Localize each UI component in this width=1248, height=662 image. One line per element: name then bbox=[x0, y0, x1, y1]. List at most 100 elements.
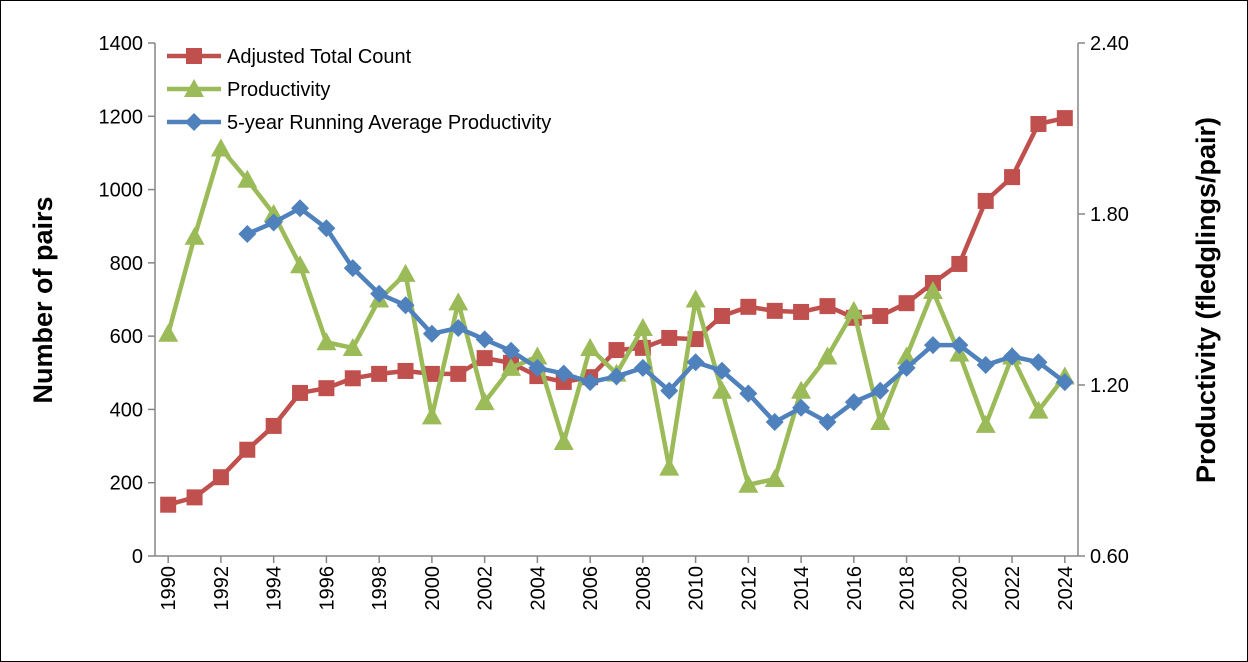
data-point bbox=[608, 342, 625, 359]
data-point bbox=[396, 296, 415, 315]
data-point bbox=[713, 307, 730, 324]
data-point bbox=[239, 441, 256, 458]
data-point bbox=[633, 358, 652, 377]
data-point bbox=[158, 323, 179, 342]
legend-label: 5-year Running Average Productivity bbox=[227, 112, 551, 134]
data-point bbox=[1029, 353, 1048, 372]
data-point bbox=[264, 213, 283, 232]
data-point bbox=[1004, 169, 1021, 186]
data-point bbox=[160, 496, 177, 513]
legend-marker bbox=[184, 79, 204, 97]
y-tick-label: 1400 bbox=[99, 33, 144, 55]
data-point bbox=[292, 384, 309, 401]
x-tick-label: 1996 bbox=[316, 566, 338, 611]
x-tick-label: 2008 bbox=[633, 566, 655, 611]
x-tick-label: 1994 bbox=[264, 566, 286, 611]
data-point bbox=[950, 336, 969, 355]
data-point bbox=[450, 365, 467, 382]
data-point bbox=[712, 361, 731, 380]
x-tick-label: 2016 bbox=[844, 566, 866, 611]
y2-tick-label: 1.80 bbox=[1090, 204, 1129, 226]
y-tick-label: 400 bbox=[110, 399, 143, 421]
data-point bbox=[553, 432, 574, 450]
data-point bbox=[474, 392, 495, 411]
data-point bbox=[1030, 115, 1047, 132]
data-point bbox=[370, 284, 389, 303]
data-point bbox=[290, 255, 311, 274]
data-point bbox=[186, 489, 203, 506]
data-point bbox=[793, 303, 810, 320]
x-tick-label: 2024 bbox=[1055, 566, 1077, 611]
data-point bbox=[210, 138, 231, 157]
data-point bbox=[923, 336, 942, 355]
data-point bbox=[685, 289, 706, 308]
data-point bbox=[740, 298, 757, 315]
data-point bbox=[343, 259, 362, 278]
y-tick-label: 1200 bbox=[99, 106, 144, 128]
data-point bbox=[870, 412, 891, 431]
x-tick-label: 1992 bbox=[211, 566, 233, 611]
data-point bbox=[951, 255, 968, 272]
data-point bbox=[423, 365, 440, 382]
x-tick-label: 2006 bbox=[580, 566, 602, 611]
legend-label: Adjusted Total Count bbox=[227, 46, 412, 68]
data-point bbox=[897, 358, 916, 377]
x-tick-label: 2022 bbox=[1002, 566, 1024, 611]
data-point bbox=[395, 263, 416, 282]
data-point bbox=[764, 469, 785, 488]
data-point bbox=[817, 346, 838, 365]
data-point bbox=[1055, 373, 1074, 392]
data-point bbox=[766, 302, 783, 319]
data-point bbox=[765, 413, 784, 432]
x-tick-label: 2012 bbox=[738, 566, 760, 611]
data-point bbox=[448, 292, 469, 311]
data-point bbox=[371, 365, 388, 382]
data-point bbox=[238, 224, 257, 243]
data-point bbox=[922, 280, 943, 299]
data-point bbox=[977, 192, 994, 209]
x-tick-label: 2010 bbox=[686, 566, 708, 611]
data-point bbox=[661, 329, 678, 346]
y-tick-label: 1000 bbox=[99, 180, 144, 202]
data-point bbox=[449, 319, 468, 337]
x-tick-label: 2000 bbox=[422, 566, 444, 611]
data-point bbox=[316, 332, 337, 351]
data-point bbox=[581, 373, 600, 392]
data-point bbox=[844, 393, 863, 412]
y-tick-label: 800 bbox=[110, 253, 143, 275]
data-point bbox=[792, 398, 811, 417]
data-point bbox=[422, 324, 441, 343]
data-point bbox=[1003, 347, 1022, 366]
data-point bbox=[686, 353, 705, 372]
data-point bbox=[476, 350, 493, 367]
y2-axis-title: Productivity (fledglings/pair) bbox=[1191, 117, 1221, 483]
data-point bbox=[1056, 110, 1073, 127]
y2-tick-label: 2.40 bbox=[1090, 33, 1129, 55]
data-point bbox=[317, 219, 336, 238]
x-tick-label: 2018 bbox=[897, 566, 919, 611]
data-point bbox=[291, 199, 310, 218]
x-tick-label: 2014 bbox=[791, 566, 813, 611]
data-point bbox=[660, 381, 679, 400]
data-point bbox=[1028, 400, 1049, 419]
data-point bbox=[527, 346, 548, 365]
x-tick-label: 2004 bbox=[527, 566, 549, 611]
data-point bbox=[659, 457, 680, 476]
data-point bbox=[607, 367, 626, 386]
data-point bbox=[843, 300, 864, 319]
data-point bbox=[632, 318, 653, 336]
data-point bbox=[501, 357, 522, 376]
y-tick-label: 600 bbox=[110, 326, 143, 348]
data-point bbox=[898, 295, 915, 312]
data-point bbox=[871, 381, 890, 400]
x-tick-label: 1990 bbox=[158, 566, 180, 611]
data-point bbox=[184, 226, 205, 245]
data-point bbox=[344, 370, 361, 387]
y2-tick-label: 1.20 bbox=[1090, 375, 1129, 397]
data-point bbox=[318, 380, 335, 397]
data-point bbox=[896, 346, 917, 365]
data-point bbox=[528, 358, 547, 377]
data-point bbox=[872, 307, 889, 324]
